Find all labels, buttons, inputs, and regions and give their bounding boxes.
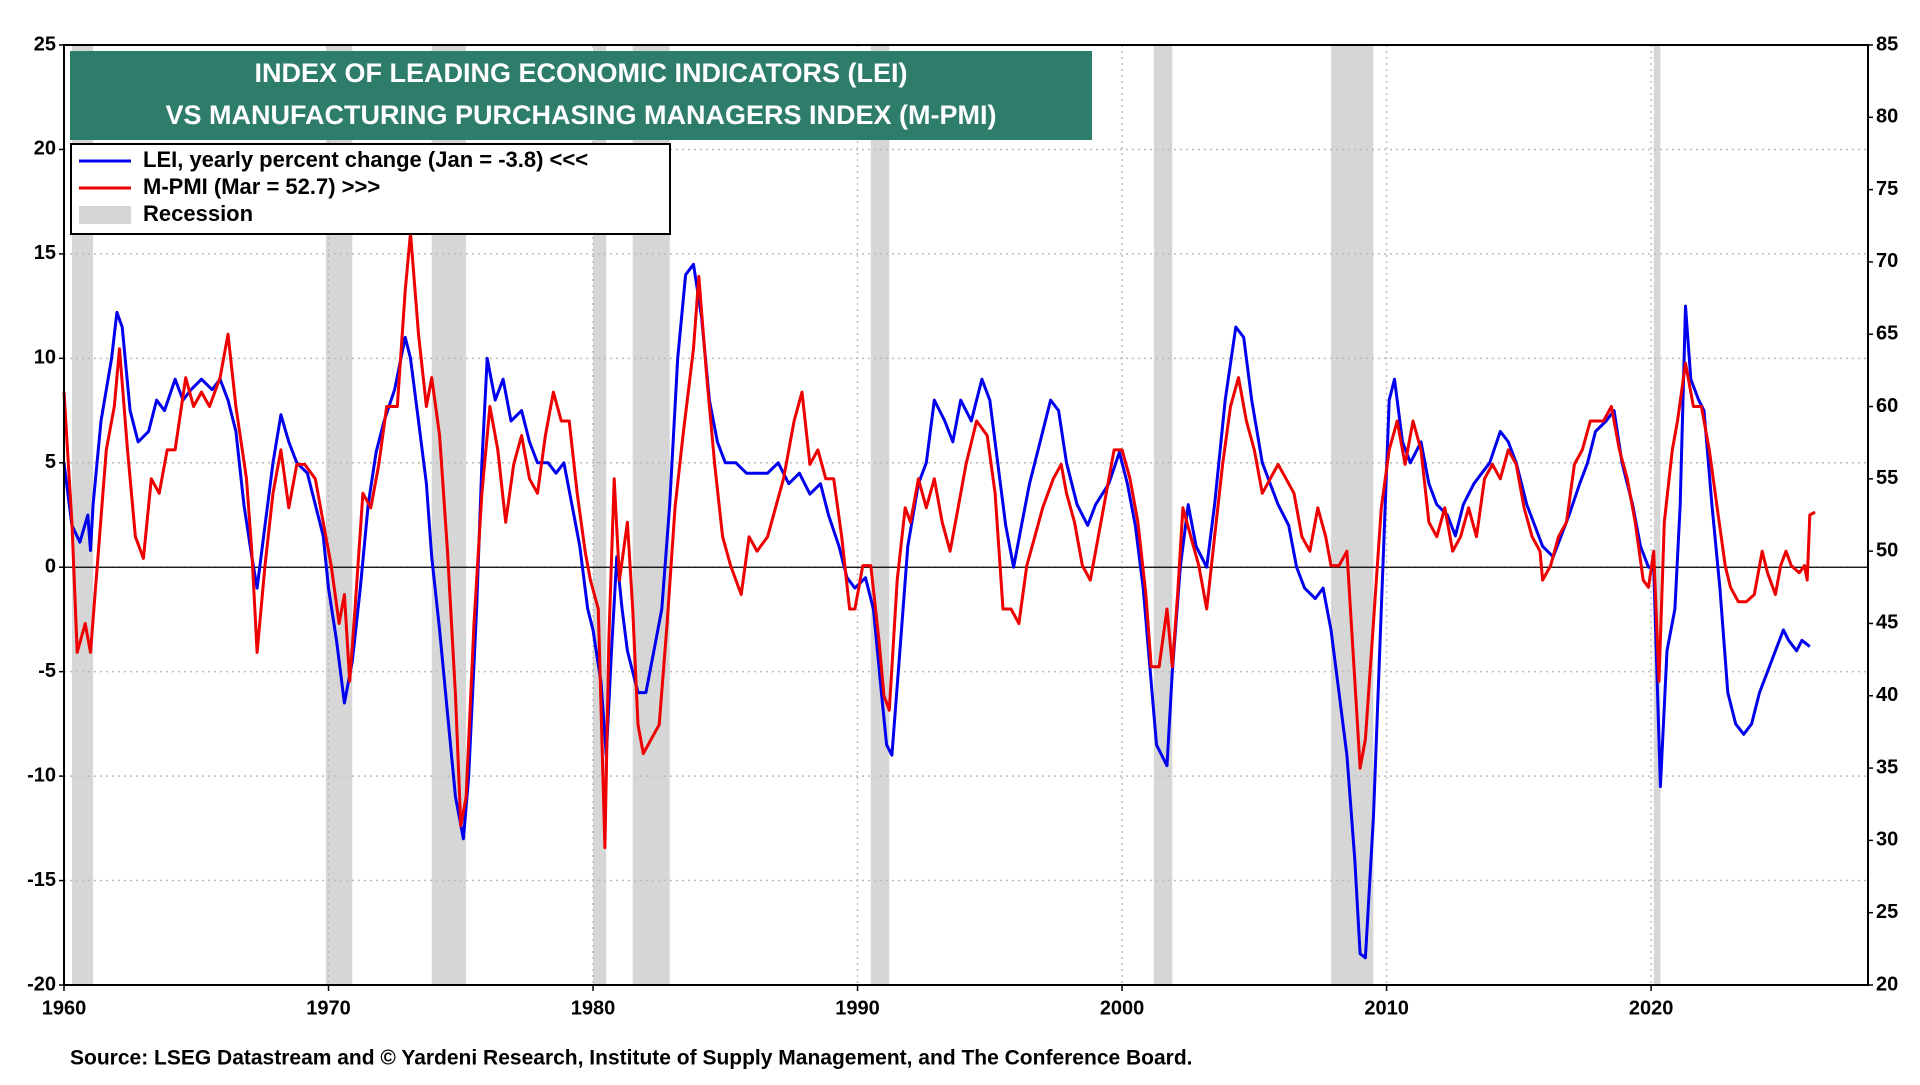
chart-title: INDEX OF LEADING ECONOMIC INDICATORS (LE… xyxy=(254,58,907,88)
legend-label: LEI, yearly percent change (Jan = -3.8) … xyxy=(143,147,588,172)
x-tick-label: 2010 xyxy=(1364,997,1409,1019)
x-tick-label: 1960 xyxy=(42,997,87,1019)
x-tick-label: 2020 xyxy=(1629,997,1674,1019)
y-tick-label: -5 xyxy=(38,660,56,682)
y2-tick-label: 55 xyxy=(1876,467,1898,489)
y-tick-label: -10 xyxy=(27,764,56,786)
y2-tick-label: 45 xyxy=(1876,612,1898,634)
recession-band xyxy=(1653,45,1661,985)
y2-tick-label: 30 xyxy=(1876,829,1898,851)
y2-tick-label: 35 xyxy=(1876,756,1898,778)
chart-title: VS MANUFACTURING PURCHASING MANAGERS IND… xyxy=(165,100,996,130)
y2-tick-label: 20 xyxy=(1876,973,1898,995)
x-tick-label: 1970 xyxy=(306,997,351,1019)
y2-tick-label: 80 xyxy=(1876,106,1898,128)
y2-tick-label: 25 xyxy=(1876,901,1898,923)
y-tick-label: 0 xyxy=(45,556,56,578)
y-tick-label: 20 xyxy=(34,138,56,160)
y-tick-label: 10 xyxy=(34,347,56,369)
legend-swatch xyxy=(79,206,131,224)
x-tick-label: 1990 xyxy=(835,997,880,1019)
recession-band xyxy=(870,45,890,985)
legend-label: M-PMI (Mar = 52.7) >>> xyxy=(143,174,380,199)
y2-tick-label: 65 xyxy=(1876,323,1898,345)
legend xyxy=(70,143,671,235)
y2-tick-label: 60 xyxy=(1876,395,1898,417)
plot-frame xyxy=(63,44,1869,986)
y2-tick-label: 40 xyxy=(1876,684,1898,706)
recession-band xyxy=(71,45,94,985)
source-note: Source: LSEG Datastream and © Yardeni Re… xyxy=(70,1047,1193,1070)
y-tick-label: 25 xyxy=(34,33,56,55)
series-line xyxy=(62,262,1811,960)
lines xyxy=(62,231,1816,960)
title-box xyxy=(70,51,1092,140)
y-tick-label: 15 xyxy=(34,242,56,264)
x-tick-label: 2000 xyxy=(1100,997,1145,1019)
y2-tick-label: 85 xyxy=(1876,33,1898,55)
series-line xyxy=(62,231,1816,850)
recession-band xyxy=(1153,45,1173,985)
x-tick-label: 1980 xyxy=(571,997,616,1019)
legend-entries: LEI, yearly percent change (Jan = -3.8) … xyxy=(79,147,588,226)
y2-tick-label: 75 xyxy=(1876,178,1898,200)
y-tick-label: -15 xyxy=(27,869,56,891)
y-tick-label: 5 xyxy=(45,451,56,473)
y2-tick-label: 70 xyxy=(1876,250,1898,272)
y2-tick-label: 50 xyxy=(1876,539,1898,561)
legend-label: Recession xyxy=(143,201,253,226)
y-tick-label: -20 xyxy=(27,973,56,995)
